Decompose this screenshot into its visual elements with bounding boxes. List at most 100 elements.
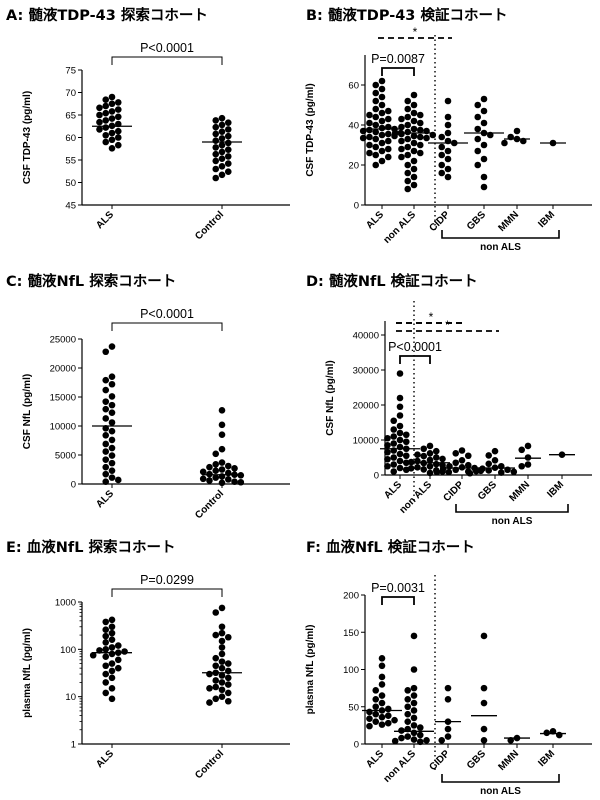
data-point (410, 632, 418, 640)
data-point (218, 664, 226, 672)
data-point (212, 144, 220, 151)
data-point (474, 113, 482, 121)
data-point (212, 123, 220, 131)
category-label: IBM (545, 479, 566, 500)
data-point (108, 660, 116, 667)
y-axis-label: CSF NfL (pg/ml) (22, 374, 33, 449)
data-point (108, 452, 116, 459)
data-point (464, 452, 472, 460)
data-point (480, 632, 488, 640)
data-point (426, 469, 434, 477)
data-point (102, 448, 110, 455)
data-point (416, 126, 424, 134)
data-point (390, 417, 398, 425)
category-label: Control (193, 748, 226, 781)
data-point (407, 465, 415, 472)
data-point (480, 736, 488, 744)
data-point (372, 143, 380, 151)
data-point (108, 93, 116, 101)
data-point (218, 128, 226, 135)
significance-star: * (445, 318, 450, 332)
category-label: CIDP (441, 479, 466, 504)
data-point (114, 642, 122, 649)
comparison-bracket (111, 322, 223, 331)
data-point (458, 447, 466, 454)
data-point (510, 468, 518, 476)
y-axis-label: CSF TDP-43 (pg/ml) (305, 83, 316, 176)
data-point (218, 650, 226, 658)
data-point (199, 468, 207, 476)
data-point (108, 623, 116, 631)
data-point (224, 689, 232, 697)
data-point (444, 97, 452, 105)
data-point (108, 644, 116, 651)
data-point (224, 633, 232, 641)
data-point (384, 712, 392, 719)
data-point (372, 89, 380, 97)
data-point (378, 93, 386, 101)
data-point (378, 109, 386, 117)
data-point (444, 147, 452, 155)
y-tick-label: 100 (60, 645, 76, 656)
group-bracket (441, 230, 560, 239)
data-point (445, 468, 453, 476)
data-point (404, 185, 412, 193)
data-point (396, 394, 404, 402)
data-point (212, 683, 220, 691)
data-point (102, 96, 110, 103)
y-tick-label: 75 (65, 66, 76, 77)
data-point (218, 431, 226, 438)
category-label: ALS (94, 488, 116, 510)
data-point (218, 637, 226, 645)
panel-c: C: 髄液NfL 探索コホート 0 5000 10000 15000 20000 2500… (0, 266, 300, 532)
data-point (102, 646, 110, 653)
data-point (108, 393, 116, 400)
data-point (444, 113, 452, 121)
data-point (396, 422, 404, 430)
data-point (404, 135, 412, 143)
data-point (410, 125, 418, 133)
category-label: ALS (94, 209, 116, 231)
data-point (404, 703, 412, 711)
data-point (102, 425, 110, 432)
data-point (366, 141, 373, 149)
data-point (384, 462, 391, 470)
data-point (114, 476, 122, 484)
data-point (398, 137, 405, 145)
data-point (102, 653, 110, 660)
data-point (404, 733, 412, 740)
data-point (212, 631, 220, 639)
data-point (224, 462, 232, 470)
y-tick-label: 60 (65, 133, 76, 144)
data-point (384, 455, 391, 463)
data-point (372, 81, 380, 89)
data-point (366, 715, 373, 722)
data-point (416, 133, 424, 141)
category-label: MMN (496, 748, 521, 773)
p-value-label: P<0.0001 (140, 307, 194, 321)
data-point (410, 699, 418, 707)
y-tick-label: 100 (343, 665, 359, 676)
data-point (410, 707, 418, 714)
data-point (410, 722, 418, 729)
data-point (108, 436, 116, 444)
data-point (218, 686, 226, 694)
data-point (102, 415, 110, 422)
data-point (384, 441, 391, 449)
data-point (404, 121, 412, 129)
data-point (444, 155, 452, 163)
data-point (410, 714, 418, 722)
data-point (218, 629, 226, 637)
category-label: MMN (496, 209, 521, 234)
data-point (480, 699, 488, 707)
data-point (438, 169, 446, 177)
data-point (102, 124, 110, 131)
data-point (372, 687, 380, 694)
data-point (384, 130, 392, 138)
data-point (372, 105, 380, 113)
data-point (384, 115, 392, 123)
data-point (218, 141, 226, 149)
data-point (410, 729, 418, 737)
data-point (96, 118, 103, 126)
